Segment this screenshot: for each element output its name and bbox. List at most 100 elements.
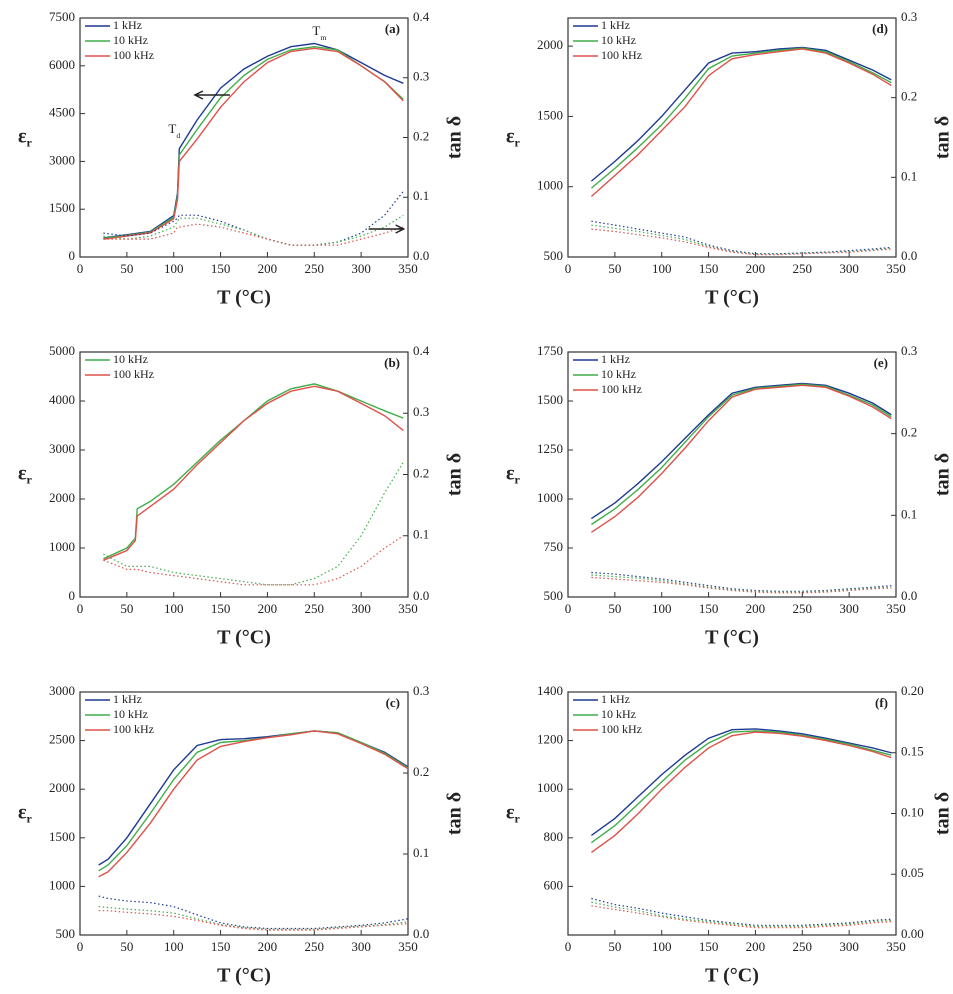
legend-label: 10 kHz bbox=[113, 33, 148, 47]
y-tick-label: 750 bbox=[544, 539, 564, 554]
loss-line bbox=[591, 228, 892, 256]
x-axis-label: T (°C) bbox=[705, 287, 759, 309]
permittivity-line bbox=[103, 45, 404, 240]
permittivity-line bbox=[590, 731, 892, 853]
permittivity-line bbox=[103, 47, 404, 240]
y-tick-label: 1500 bbox=[537, 392, 563, 407]
y-tick-label: 6000 bbox=[49, 57, 75, 72]
annotation-sub: d bbox=[176, 131, 180, 140]
y-tick-label: 1400 bbox=[537, 683, 563, 698]
y-tick-label: 2000 bbox=[537, 37, 563, 52]
y2-tick-label: 0.3 bbox=[413, 404, 429, 419]
loss-line bbox=[98, 895, 409, 930]
x-tick-label: 150 bbox=[699, 261, 719, 276]
loss-line bbox=[591, 220, 892, 255]
x-tick-label: 100 bbox=[164, 601, 184, 616]
x-tick-label: 300 bbox=[351, 601, 371, 616]
y-axis-label-sub: r bbox=[27, 135, 33, 149]
loss-line bbox=[591, 571, 892, 592]
x-tick-label: 150 bbox=[699, 939, 719, 954]
y-tick-label: 500 bbox=[56, 926, 76, 941]
y2-tick-label: 0.1 bbox=[413, 188, 429, 203]
annotation-main: T bbox=[168, 121, 176, 136]
x-tick-label: 200 bbox=[258, 261, 278, 276]
y2-tick-label: 0.0 bbox=[413, 248, 429, 263]
y2-tick-label: 0.4 bbox=[413, 9, 430, 24]
x-tick-label: 200 bbox=[746, 261, 766, 276]
x-tick-label: 350 bbox=[886, 601, 906, 616]
y-axis-label-main: ε bbox=[18, 462, 27, 484]
x-tick-label: 50 bbox=[120, 939, 133, 954]
x-tick-label: 100 bbox=[652, 261, 672, 276]
y2-tick-label: 0.15 bbox=[901, 744, 924, 759]
y-axis-label-main: ε bbox=[18, 125, 27, 147]
y2-tick-label: 0.0 bbox=[413, 926, 429, 941]
loss-line bbox=[103, 223, 404, 246]
y2-axis-label: tan δ bbox=[444, 792, 466, 835]
y-tick-label: 1750 bbox=[537, 343, 563, 358]
permittivity-line bbox=[103, 383, 404, 560]
x-tick-label: 250 bbox=[305, 939, 325, 954]
x-tick-label: 350 bbox=[886, 261, 906, 276]
arrow-left bbox=[193, 90, 230, 100]
x-tick-label: 100 bbox=[652, 939, 672, 954]
y-tick-label: 7500 bbox=[49, 9, 75, 24]
loss-line bbox=[103, 190, 404, 246]
x-tick-label: 350 bbox=[398, 261, 418, 276]
y-tick-label: 1000 bbox=[537, 490, 563, 505]
y2-tick-label: 0.0 bbox=[901, 248, 917, 263]
panel-label: (a) bbox=[385, 21, 400, 36]
y2-tick-label: 0.1 bbox=[413, 845, 429, 860]
y2-axis-label: tan δ bbox=[932, 453, 953, 496]
y2-tick-label: 0.3 bbox=[901, 9, 917, 24]
loss-line bbox=[591, 574, 892, 593]
y-tick-label: 1000 bbox=[49, 877, 75, 892]
y2-tick-label: 0.2 bbox=[901, 425, 917, 440]
y-tick-label: 2000 bbox=[49, 780, 75, 795]
y-tick-label: 0 bbox=[69, 248, 76, 263]
x-tick-label: 200 bbox=[258, 939, 278, 954]
x-tick-label: 250 bbox=[305, 261, 325, 276]
x-tick-label: 300 bbox=[839, 939, 859, 954]
y2-tick-label: 0.20 bbox=[901, 683, 924, 698]
panel-label: (d) bbox=[872, 21, 888, 36]
permittivity-line bbox=[591, 383, 892, 526]
y-tick-label: 1500 bbox=[49, 200, 75, 215]
permittivity-line bbox=[590, 46, 892, 182]
y-tick-label: 3000 bbox=[49, 683, 75, 698]
x-tick-label: 0 bbox=[565, 939, 572, 954]
legend-label: 100 kHz bbox=[113, 722, 154, 736]
x-tick-label: 300 bbox=[351, 261, 371, 276]
x-tick-label: 150 bbox=[211, 601, 231, 616]
loss-line bbox=[103, 214, 404, 246]
x-axis-label: T (°C) bbox=[217, 965, 271, 987]
loss-line bbox=[591, 576, 892, 594]
permittivity-line bbox=[98, 730, 409, 872]
x-tick-label: 50 bbox=[120, 261, 133, 276]
permittivity-line bbox=[98, 730, 409, 878]
y2-axis-label: tan δ bbox=[932, 792, 953, 835]
x-tick-label: 150 bbox=[211, 939, 231, 954]
x-tick-label: 300 bbox=[839, 261, 859, 276]
x-tick-label: 350 bbox=[398, 601, 418, 616]
panel-label: (e) bbox=[874, 355, 888, 370]
y-tick-label: 2500 bbox=[49, 732, 75, 747]
y-tick-label: 1000 bbox=[49, 539, 75, 554]
y2-tick-label: 0.1 bbox=[901, 506, 917, 521]
panel-label: (b) bbox=[384, 355, 400, 370]
y-axis-label-sub: r bbox=[27, 811, 33, 825]
y-tick-label: 800 bbox=[544, 829, 564, 844]
y-tick-label: 500 bbox=[544, 248, 564, 263]
plot-frame bbox=[79, 351, 409, 598]
y-axis-label-main: ε bbox=[506, 462, 515, 484]
y2-axis-label: tan δ bbox=[932, 116, 953, 159]
loss-line bbox=[591, 897, 892, 926]
y-axis-label-sub: r bbox=[27, 472, 33, 486]
y-axis-label-sub: r bbox=[515, 472, 521, 486]
x-tick-label: 250 bbox=[793, 601, 813, 616]
annotation-sub: m bbox=[320, 33, 326, 42]
y2-axis-label: tan δ bbox=[444, 116, 466, 159]
y2-tick-label: 0.2 bbox=[901, 89, 917, 104]
legend-label: 100 kHz bbox=[601, 722, 642, 736]
